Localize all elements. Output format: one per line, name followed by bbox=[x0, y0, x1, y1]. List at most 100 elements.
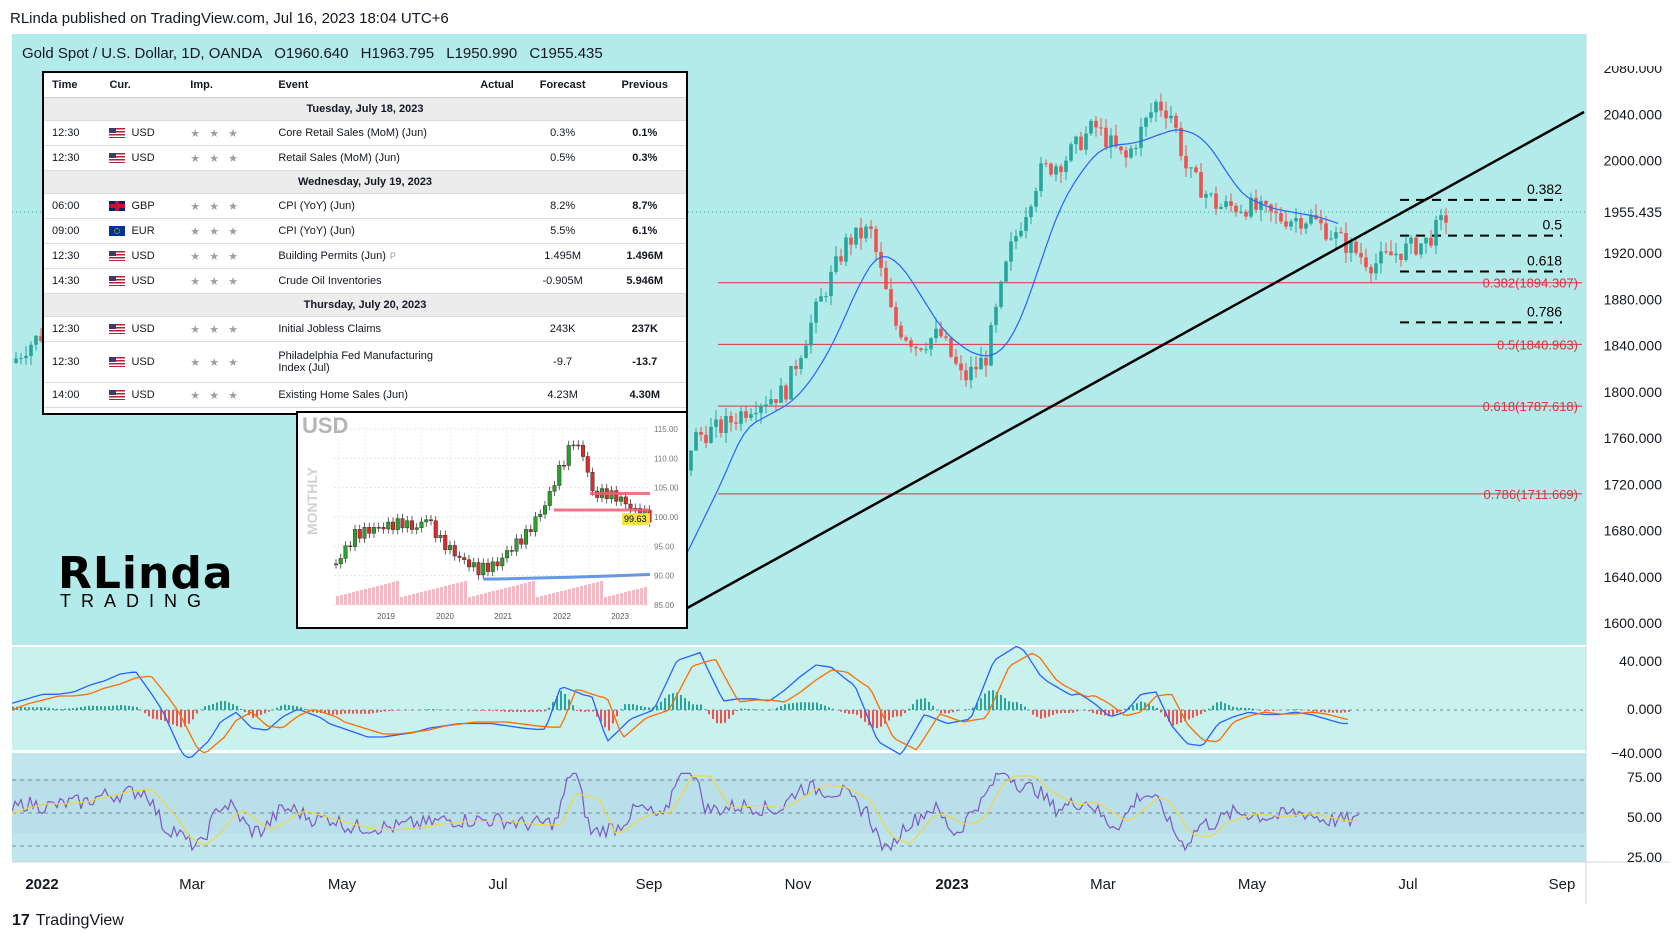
event-previous: 0.1% bbox=[603, 120, 686, 146]
event-currency: USD bbox=[101, 382, 183, 408]
candle-body bbox=[1264, 201, 1268, 205]
candle-body bbox=[1444, 215, 1448, 223]
candle-body bbox=[779, 385, 783, 403]
calendar-event-row[interactable]: 14:00 USD ★ ★ ★ Existing Home Sales (Jun) 4.… bbox=[44, 382, 686, 408]
main-chart-svg[interactable]: 2080.0002040.0002000.0001960.0001920.000… bbox=[12, 34, 1670, 904]
publish-line: RLinda published on TradingView.com, Jul… bbox=[10, 10, 449, 27]
candle-body bbox=[1304, 223, 1308, 229]
symbol-legend: Gold Spot / U.S. Dollar, 1D, OANDA O1960… bbox=[22, 45, 611, 62]
macd-histogram-bar bbox=[308, 710, 310, 711]
macd-line bbox=[12, 645, 1348, 759]
macd-histogram-bar bbox=[424, 709, 426, 710]
macd-histogram-bar bbox=[1124, 708, 1126, 710]
fib-short-label: 0.382 bbox=[1527, 181, 1562, 197]
event-time: 14:30 bbox=[44, 268, 102, 294]
macd-histogram-bar bbox=[1176, 710, 1178, 725]
macd-histogram-bar bbox=[964, 709, 966, 710]
flag-icon bbox=[109, 357, 126, 368]
calendar-header-row: Time Cur. Imp. Event Actual Forecast Previous bbox=[44, 73, 686, 98]
macd-histogram-bar bbox=[636, 705, 638, 710]
macd-histogram-bar bbox=[256, 710, 258, 717]
inset-x-tick: 2022 bbox=[553, 612, 571, 621]
time-axis-tick: 2022 bbox=[25, 876, 58, 893]
macd-histogram-bar bbox=[608, 710, 610, 731]
macd-histogram-bar bbox=[336, 710, 338, 715]
calendar-event-row[interactable]: 12:30 USD ★ ★ ★ Initial Jobless Claims 243K 2… bbox=[44, 316, 686, 342]
event-time: 12:30 bbox=[44, 316, 102, 342]
macd-histogram-bar bbox=[68, 708, 70, 710]
calendar-col-event: Event bbox=[270, 73, 457, 98]
calendar-event-row[interactable]: 09:00 EUR ★ ★ ★ CPI (YoY) (Jun) 5.5% 6.1% bbox=[44, 218, 686, 244]
macd-histogram-bar bbox=[692, 704, 694, 710]
event-name: Initial Jobless Claims bbox=[270, 316, 457, 342]
logo-sub: TRADING bbox=[60, 591, 211, 611]
event-currency: EUR bbox=[101, 218, 183, 244]
fib-label: 0.5(1840.963) bbox=[1497, 337, 1578, 352]
macd-histogram-bar bbox=[920, 698, 922, 710]
calendar-col-time: Time bbox=[44, 73, 102, 98]
macd-histogram-bar bbox=[1032, 710, 1034, 715]
chart-frame[interactable]: 2080.0002040.0002000.0001960.0001920.000… bbox=[12, 34, 1670, 904]
macd-histogram-bar bbox=[1192, 710, 1194, 718]
macd-histogram-bar bbox=[476, 710, 478, 711]
calendar-event-row[interactable]: 12:30 USD ★ ★ ★ Philadelphia Fed Manufactur… bbox=[44, 341, 686, 383]
candle-body bbox=[1174, 115, 1178, 128]
macd-histogram-bar bbox=[552, 701, 554, 710]
tradingview-brand[interactable]: 17 TradingView bbox=[12, 912, 124, 930]
macd-histogram-bar bbox=[100, 706, 102, 710]
macd-pane-bg bbox=[12, 646, 1586, 750]
inset-price-tag-bg bbox=[622, 513, 650, 526]
event-forecast: 4.23M bbox=[521, 382, 604, 408]
candle-body bbox=[1334, 232, 1338, 239]
candle-body bbox=[1009, 241, 1013, 262]
macd-histogram-bar bbox=[812, 702, 814, 710]
inset-volume-bar bbox=[396, 581, 399, 605]
price-axis-tick: 1760.000 bbox=[1604, 430, 1663, 446]
inset-volume-bar bbox=[636, 589, 639, 605]
candle-body bbox=[799, 358, 803, 369]
macd-axis-tick: 0.000 bbox=[1627, 701, 1662, 717]
calendar-event-row[interactable]: 12:30 USD ★ ★ ★ Building Permits (Jun) P 1.49… bbox=[44, 243, 686, 269]
macd-histogram-bar bbox=[628, 703, 630, 710]
inset-candle-body bbox=[495, 561, 500, 567]
inset-candle-body bbox=[523, 529, 528, 545]
candle-body bbox=[1034, 191, 1038, 207]
event-actual bbox=[456, 268, 522, 294]
candle-body bbox=[1134, 147, 1138, 149]
calendar-event-row[interactable]: 12:30 USD ★ ★ ★ Core Retail Sales (MoM) (Ju… bbox=[44, 120, 686, 146]
inset-x-tick: 2019 bbox=[377, 612, 395, 621]
inset-candle-body bbox=[542, 505, 547, 515]
inset-candle-body bbox=[409, 520, 414, 530]
calendar-event-row[interactable]: 12:30 USD ★ ★ ★ Retail Sales (MoM) (Jun) 0.5… bbox=[44, 145, 686, 171]
inset-candle-body bbox=[443, 534, 448, 550]
macd-histogram-bar bbox=[640, 706, 642, 710]
candle-body bbox=[904, 337, 908, 341]
inset-candle-body bbox=[343, 545, 348, 559]
macd-histogram-bar bbox=[228, 702, 230, 710]
event-actual bbox=[456, 120, 522, 146]
inset-candle-body bbox=[500, 557, 505, 567]
candle-body bbox=[1214, 193, 1218, 209]
macd-histogram-bar bbox=[664, 698, 666, 710]
inset-candle-body bbox=[490, 561, 495, 572]
macd-histogram-bar bbox=[884, 710, 886, 724]
calendar-event-row[interactable]: 06:00 GBP ★ ★ ★ CPI (YoY) (Jun) 8.2% 8.7% bbox=[44, 193, 686, 219]
fib-label: 0.382(1894.307) bbox=[1483, 276, 1578, 291]
macd-histogram-bar bbox=[1212, 705, 1214, 710]
candle-body bbox=[1199, 172, 1203, 198]
inset-volume-bar bbox=[392, 582, 395, 605]
macd-histogram-bar bbox=[844, 710, 846, 713]
macd-histogram-bar bbox=[820, 704, 822, 710]
inset-candle-body bbox=[585, 456, 590, 473]
candle-body bbox=[914, 346, 918, 349]
macd-histogram-bar bbox=[1232, 706, 1234, 710]
calendar-event-row[interactable]: 14:30 USD ★ ★ ★ Crude Oil Inventories -0.905… bbox=[44, 268, 686, 294]
macd-histogram-bar bbox=[584, 710, 586, 712]
candle-body bbox=[829, 271, 833, 297]
macd-histogram-bar bbox=[32, 707, 34, 710]
inset-volume-bar bbox=[624, 592, 627, 605]
inset-candle-body bbox=[533, 516, 538, 532]
candle-body bbox=[919, 348, 923, 351]
inset-volume-bar bbox=[524, 583, 527, 605]
inset-volume-bar bbox=[472, 596, 475, 605]
